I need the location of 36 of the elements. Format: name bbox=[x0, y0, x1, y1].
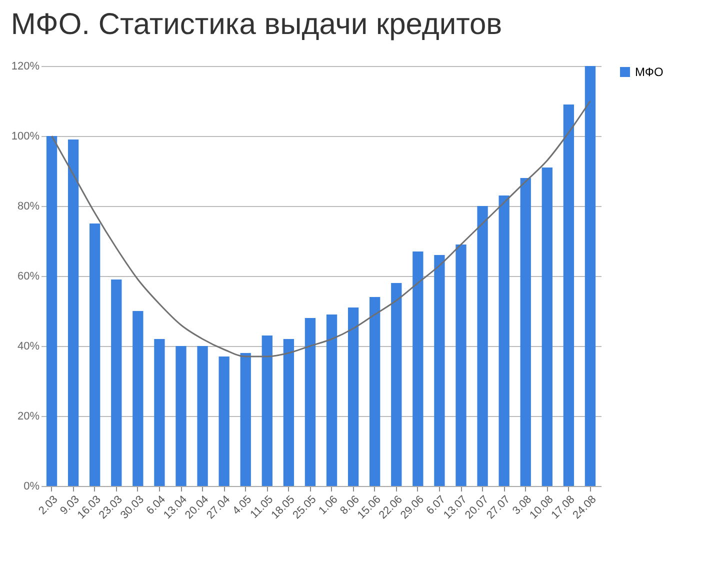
bar bbox=[434, 255, 445, 486]
bar bbox=[197, 346, 208, 486]
bar bbox=[370, 297, 380, 486]
bar bbox=[176, 346, 186, 486]
bar bbox=[218, 356, 230, 486]
bar bbox=[391, 283, 402, 486]
bar bbox=[283, 339, 294, 486]
bar bbox=[326, 314, 338, 486]
y-tick-label: 0% bbox=[24, 480, 40, 492]
bar bbox=[563, 104, 574, 486]
bar bbox=[262, 336, 272, 486]
chart-title: МФО. Статистика выдачи кредитов bbox=[10, 8, 502, 41]
bar bbox=[111, 280, 122, 486]
bar bbox=[46, 136, 58, 486]
bar bbox=[68, 140, 79, 486]
bar bbox=[498, 196, 510, 486]
bar bbox=[520, 178, 531, 486]
bar bbox=[477, 206, 488, 486]
y-tick-label: 20% bbox=[17, 410, 40, 422]
bar bbox=[304, 318, 316, 486]
y-tick-label: 100% bbox=[11, 130, 40, 142]
line-series bbox=[51, 100, 591, 358]
bar bbox=[542, 168, 552, 486]
bar bbox=[154, 339, 165, 486]
y-tick-label: 80% bbox=[17, 200, 40, 212]
y-tick-label: 60% bbox=[17, 270, 40, 282]
y-tick-label: 40% bbox=[17, 340, 40, 352]
bar bbox=[348, 308, 359, 486]
bar bbox=[240, 353, 251, 486]
legend-label: МФО bbox=[635, 65, 664, 79]
y-tick-label: 120% bbox=[11, 60, 40, 72]
bar bbox=[90, 224, 100, 486]
bar bbox=[456, 244, 466, 486]
bar bbox=[584, 66, 596, 486]
bar bbox=[132, 311, 144, 486]
bar bbox=[412, 252, 424, 486]
